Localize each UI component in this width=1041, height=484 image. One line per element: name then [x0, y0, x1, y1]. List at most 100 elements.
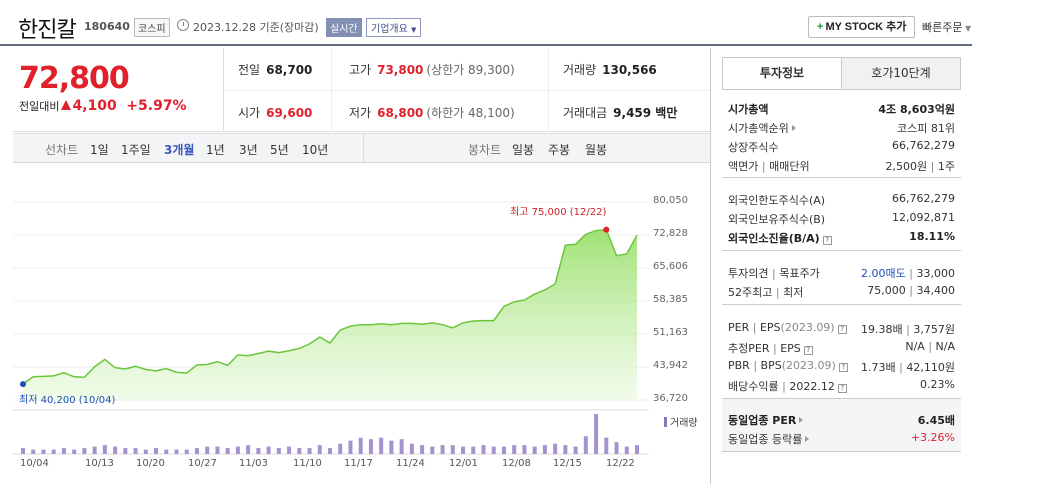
volume-bar: [205, 446, 210, 454]
valuation-section: PER | EPS(2023.09)? 19.38배 | 3,757원 추정PER…: [722, 305, 961, 399]
est-per-label: 추정PER | EPS?: [728, 340, 813, 356]
volume-bar: [389, 440, 394, 454]
tab-daily[interactable]: 일봉: [512, 143, 535, 157]
volume-bar: [614, 442, 619, 454]
market-badge: 코스피: [134, 18, 170, 37]
tab-3year[interactable]: 3년: [239, 143, 258, 157]
volume-bar: [92, 446, 97, 454]
low-marker: [20, 381, 26, 388]
volume-bar: [624, 446, 629, 454]
volume-bar: [194, 448, 199, 454]
change-value: 4,100: [72, 98, 117, 114]
y-tick: 65,606: [653, 261, 688, 272]
shares-label: 상장주식수: [728, 141, 779, 154]
volume-bar: [635, 445, 639, 454]
x-tick: 12/01: [449, 458, 478, 469]
dividend-value: 0.23%: [920, 378, 955, 391]
volume-bar: [491, 446, 496, 454]
candle-chart-label: 봉차트: [468, 143, 502, 157]
volume-bar: [338, 443, 343, 454]
volume: 거래량 130,566: [563, 63, 657, 77]
tab-1day[interactable]: 1일: [90, 143, 109, 157]
change-label: 전일대비: [19, 100, 60, 113]
volume-bar: [123, 448, 128, 454]
volume-bar: [287, 446, 292, 454]
help-icon[interactable]: ?: [837, 325, 847, 334]
opinion-section: 투자의견 | 목표주가 2.00매도 | 33,000 52주최고 | 최저 75,…: [722, 251, 961, 305]
market-cap-label: 시가총액: [728, 103, 769, 116]
mystock-add-button[interactable]: + MY STOCK 추가: [808, 16, 916, 38]
help-icon[interactable]: ?: [837, 384, 847, 393]
help-icon[interactable]: ?: [838, 363, 848, 372]
volume-bar: [573, 446, 578, 454]
volume-bar: [399, 439, 404, 454]
market-cap-rank-link[interactable]: 시가총액순위: [728, 120, 796, 136]
volume-bar: [358, 437, 363, 454]
sector-change-link[interactable]: 동일업종 등락률: [728, 431, 810, 447]
volume-bar: [440, 445, 445, 454]
sector-per-value: 6.45배: [917, 414, 955, 427]
volume-bar: [328, 448, 332, 454]
volume-bar: [276, 448, 281, 454]
chevron-down-icon: ▼: [962, 24, 972, 33]
sector-section: 동일업종 PER 6.45배 동일업종 등락률 +3.26%: [722, 399, 961, 452]
per-eps-label: PER | EPS(2023.09)?: [728, 321, 847, 334]
volume-bar: [174, 449, 179, 454]
price-chart: 80,050 72,828 65,606 58,385 51,163 43,94…: [13, 164, 710, 484]
x-tick: 11/10: [293, 458, 322, 469]
chevron-right-icon: [791, 125, 796, 131]
quote-table: 전일 68,700 고가 73,800 (상한가 89,300) 거래량 130,566…: [223, 48, 711, 132]
tab-orderbook[interactable]: 호가10단계: [842, 58, 960, 89]
tab-1year[interactable]: 1년: [206, 143, 225, 157]
high-annotation: 최고 75,000 (12/22): [510, 207, 607, 218]
company-overview-button[interactable]: 기업개요 ▼: [366, 18, 422, 37]
help-icon[interactable]: ?: [803, 346, 813, 355]
volume-bar: [297, 448, 302, 454]
tab-weekly[interactable]: 주봉: [548, 143, 571, 157]
volume-bar: [420, 445, 425, 454]
tab-invest-info[interactable]: 투자정보: [723, 58, 842, 89]
volume-bar: [450, 445, 455, 454]
foreign-ratio-value: 18.11%: [909, 230, 955, 243]
prev-close: 전일 68,700: [238, 63, 313, 77]
info-tabs: 투자정보 호가10단계: [722, 57, 961, 90]
help-icon[interactable]: ?: [822, 236, 832, 245]
volume-bar: [164, 449, 169, 454]
pbr-bps-value: 1.73배 | 42,110원: [861, 361, 955, 374]
high-marker: [603, 226, 610, 233]
change-percent: +5.97%: [126, 98, 187, 114]
foreign-section: 외국인한도주식수(A) 66,762,279 외국인보유주식수(B) 12,092,…: [722, 178, 961, 251]
per-eps-value: 19.38배 | 3,757원: [861, 323, 955, 336]
volume-bar: [348, 440, 353, 454]
opinion-target-label: 투자의견 | 목표주가: [728, 267, 820, 280]
tab-monthly[interactable]: 월봉: [585, 143, 608, 157]
volume-bar: [235, 446, 240, 454]
volume-bar: [563, 445, 568, 454]
low-annotation: 최저 40,200 (10/04): [19, 395, 116, 406]
chart-period-tabs: 선차트 1일 1주일 3개월 1년 3년 5년 10년 봉차트 일봉 주봉 월봉: [13, 133, 710, 164]
volume-bar: [583, 436, 588, 454]
live-badge[interactable]: 실시간: [326, 18, 362, 37]
volume-bar: [113, 446, 118, 454]
tab-10year[interactable]: 10년: [302, 143, 329, 157]
volume-bar: [21, 448, 25, 454]
low-price: 저가 68,800 (하한가 48,100): [349, 106, 515, 120]
tab-1week[interactable]: 1주일: [121, 143, 151, 157]
x-tick: 12/15: [553, 458, 582, 469]
volume-bar: [307, 448, 312, 454]
stock-header: 한진칼 180640 코스피 2023.12.28 기준(장마감) 실시간 기업…: [0, 0, 972, 46]
open-price: 시가 69,600: [238, 106, 313, 120]
volume-bar: [154, 448, 159, 454]
tab-3month[interactable]: 3개월: [164, 143, 195, 157]
x-tick: 10/13: [85, 458, 114, 469]
volume-bar: [379, 437, 384, 454]
tab-5year[interactable]: 5년: [270, 143, 289, 157]
change-line: 전일대비 4,100 +5.97%: [19, 98, 187, 114]
price-line: [22, 228, 638, 385]
sector-per-link[interactable]: 동일업종 PER: [728, 412, 804, 428]
clock-icon: [177, 19, 189, 31]
quick-order-button[interactable]: 빠른주문 ▼: [922, 21, 972, 34]
volume-bar: [225, 448, 230, 454]
volume-bar: [184, 449, 189, 454]
volume-bar: [594, 414, 599, 454]
